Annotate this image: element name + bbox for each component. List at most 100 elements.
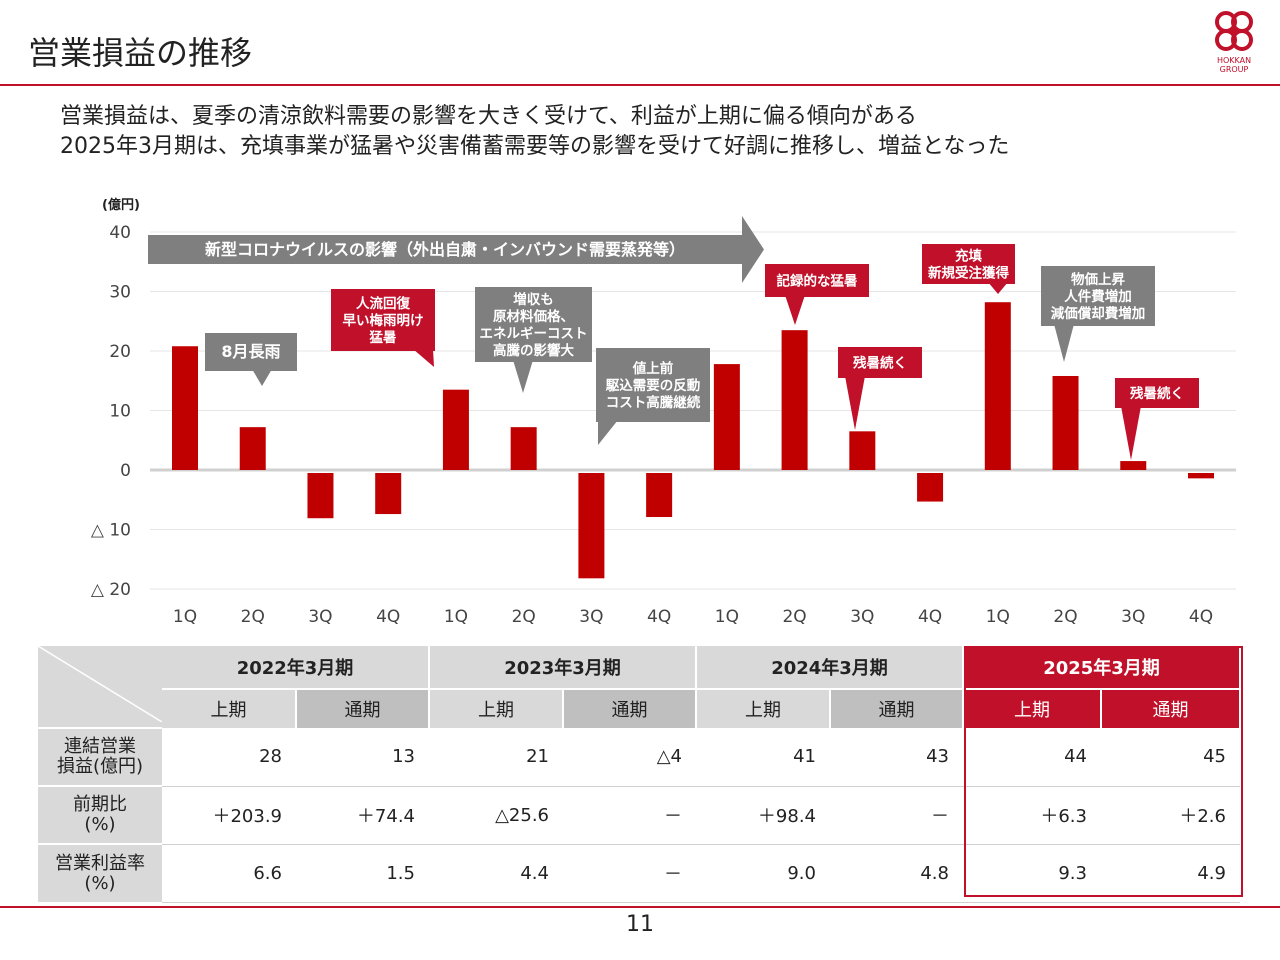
- table-cell: 43: [830, 728, 963, 787]
- table-cell: －: [563, 786, 696, 845]
- logo-text-line1: HOKKAN: [1216, 56, 1252, 65]
- row-label-line: (%): [84, 872, 116, 894]
- callout-box: [331, 289, 435, 351]
- callout-text: 残暑続く: [1130, 385, 1184, 402]
- callout-text: 減価償却費増加: [1051, 305, 1146, 322]
- x-tick-label: 2Q: [241, 607, 265, 627]
- x-tick-label: 3Q: [1121, 607, 1145, 627]
- bar: [172, 346, 198, 470]
- callout-text: 新規受注獲得: [928, 265, 1009, 282]
- table-cell: 21: [429, 728, 563, 787]
- callout-pointer: [513, 360, 533, 393]
- callout-box: [765, 264, 869, 297]
- row-label-yoy: 前期比 (%): [38, 785, 162, 844]
- bar: [239, 427, 266, 470]
- x-tick-label: 4Q: [376, 607, 400, 627]
- y-tick-label: 0: [120, 461, 131, 481]
- x-tick-label: 1Q: [444, 607, 468, 627]
- half-header-first: 上期: [162, 688, 297, 728]
- table-cell: 45: [1101, 728, 1240, 787]
- table-cell: ＋203.9: [162, 786, 296, 845]
- half-header-full: 通期: [296, 688, 430, 728]
- callout-text: 早い梅雨明け: [343, 312, 424, 329]
- bar: [1052, 375, 1079, 470]
- bar: [1188, 473, 1214, 479]
- callout-text: 高騰の影響大: [493, 342, 574, 359]
- table-cell: 13: [296, 728, 429, 787]
- y-tick-label: 10: [109, 402, 131, 422]
- bar: [1120, 461, 1147, 470]
- table-cell: ＋74.4: [296, 786, 429, 845]
- logo-text-line2: GROUP: [1219, 65, 1249, 74]
- callout-pointer: [413, 349, 434, 367]
- page-number: 11: [626, 912, 654, 937]
- x-tick-label: 4Q: [647, 607, 671, 627]
- y-tick-label: △ 10: [91, 521, 131, 541]
- callout-text: 8月長雨: [221, 342, 280, 361]
- profit-table: 2022年3月期 2023年3月期 2024年3月期 2025年3月期 上期 通…: [37, 645, 1241, 903]
- y-tick-label: 40: [109, 223, 131, 243]
- x-tick-label: 2Q: [782, 607, 806, 627]
- table-corner: [37, 645, 163, 728]
- x-tick-label: 3Q: [308, 607, 332, 627]
- bar: [849, 431, 876, 470]
- x-tick-label: 1Q: [173, 607, 197, 627]
- callout-box: [1041, 266, 1155, 326]
- x-tick-label: 3Q: [850, 607, 874, 627]
- callout-text: 増収も: [513, 291, 554, 308]
- page-title: 営業損益の推移: [28, 34, 253, 72]
- bar: [713, 364, 740, 470]
- subtitle-line-1: 営業損益は、夏季の清涼飲料需要の影響を大きく受けて、利益が上期に偏る傾向がある: [60, 104, 917, 129]
- row-label-line: 連結営業: [64, 736, 136, 757]
- footer-divider: [0, 906, 1280, 908]
- table-cell: 28: [162, 728, 296, 787]
- title-divider: [0, 84, 1280, 86]
- table-cell: 44: [963, 728, 1101, 787]
- table-cell: －: [563, 844, 696, 903]
- year-header-2022: 2022年3月期: [162, 646, 430, 690]
- bar: [375, 473, 402, 515]
- callout-box: [838, 347, 922, 378]
- table-cell: 41: [696, 728, 830, 787]
- row-label-line: 営業利益率: [55, 852, 145, 874]
- callout-text: 人件費増加: [1064, 288, 1132, 305]
- callout-text: 駆込需要の反動: [606, 377, 701, 394]
- bar: [646, 473, 673, 518]
- year-header-2025: 2025年3月期: [963, 646, 1241, 690]
- callout-text: 記録的な猛暑: [777, 273, 858, 290]
- callout-text: コスト高騰継続: [606, 394, 701, 411]
- callout-text: 猛暑: [369, 329, 397, 346]
- table-cell: 4.4: [429, 844, 563, 903]
- x-tick-label: 4Q: [1189, 607, 1213, 627]
- table-cell: △25.6: [429, 786, 563, 845]
- banner-text: 新型コロナウイルスの影響（外出自粛・インバウンド需要蒸発等）: [205, 240, 685, 259]
- callout-text: 充填: [955, 248, 983, 265]
- table-cell: 1.5: [296, 844, 429, 903]
- table-cell: ＋2.6: [1101, 786, 1240, 845]
- half-header-first: 上期: [963, 688, 1102, 728]
- year-header-2024: 2024年3月期: [696, 646, 964, 690]
- half-header-full: 通期: [830, 688, 964, 728]
- callout-pointer: [252, 369, 272, 386]
- x-tick-label: 1Q: [715, 607, 739, 627]
- callout-text: 原材料価格、: [493, 308, 574, 325]
- y-tick-label: 30: [109, 283, 131, 303]
- table-cell: 4.8: [830, 844, 963, 903]
- callout-pointer: [1054, 324, 1074, 362]
- x-tick-label: 1Q: [986, 607, 1010, 627]
- row-label-line: 前期比: [73, 794, 127, 815]
- half-header-full: 通期: [1101, 688, 1241, 728]
- half-header-full: 通期: [563, 688, 697, 728]
- bar: [917, 473, 944, 502]
- table-cell: 9.3: [963, 844, 1101, 903]
- row-label-line: 損益(億円): [56, 756, 144, 777]
- bar: [510, 427, 537, 470]
- callout-box: [596, 348, 710, 422]
- table-cell: 9.0: [696, 844, 830, 903]
- callout-text: 残暑続く: [853, 355, 907, 372]
- callout-pointer: [988, 282, 1008, 294]
- bar: [984, 302, 1011, 470]
- y-tick-label: △ 20: [91, 580, 131, 600]
- flower-logo-icon: [1215, 11, 1253, 51]
- callout-pointer: [845, 376, 865, 430]
